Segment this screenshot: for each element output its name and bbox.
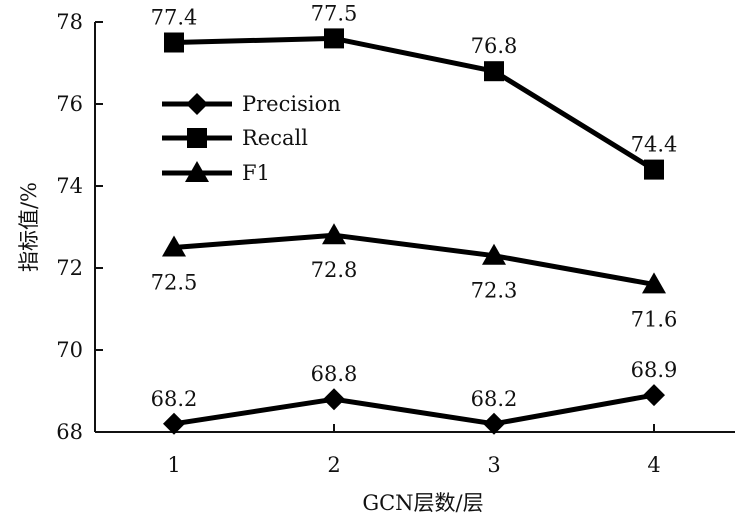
data-label-recall: 77.5	[311, 1, 358, 25]
x-tick-label: 4	[647, 453, 660, 477]
y-axis-title: 指标值/%	[17, 182, 41, 272]
y-tick-label: 78	[56, 10, 83, 34]
legend-label-precision: Precision	[242, 92, 341, 116]
data-label-f1: 72.8	[311, 258, 358, 282]
data-label-f1: 72.5	[151, 271, 198, 295]
x-axis-title: GCN层数/层	[362, 491, 483, 515]
data-label-precision: 68.2	[471, 387, 518, 411]
data-point-precision	[323, 388, 345, 411]
data-label-recall: 74.4	[631, 133, 678, 157]
y-tick-label: 68	[56, 420, 83, 444]
data-point-recall	[484, 61, 504, 82]
x-tick-label: 3	[487, 453, 500, 477]
series-line-f1	[173, 232, 655, 287]
series-line-recall	[173, 35, 656, 172]
chart-series	[162, 28, 666, 435]
y-tick-label: 70	[56, 338, 83, 362]
data-label-recall: 76.8	[471, 34, 518, 58]
data-point-f1	[322, 223, 346, 245]
chart-legend: Precision Recall F1	[162, 92, 341, 185]
y-tick-label: 76	[56, 92, 83, 116]
chart-ticks: 68 70 72 74 76 78 1 2 3 4	[56, 10, 660, 477]
chart-axes	[94, 22, 735, 433]
x-tick-label: 2	[327, 453, 340, 477]
y-tick-label: 74	[56, 174, 83, 198]
data-label-recall: 77.4	[151, 6, 198, 30]
data-label-f1: 71.6	[631, 307, 678, 331]
data-point-f1	[482, 243, 506, 265]
data-point-precision	[163, 412, 185, 435]
data-point-f1	[162, 235, 186, 257]
series-line-precision	[173, 392, 655, 427]
data-point-precision	[483, 412, 505, 435]
legend-label-recall: Recall	[242, 126, 308, 150]
legend-marker-recall	[187, 128, 207, 148]
legend-marker-f1	[185, 161, 209, 182]
legend-label-f1: F1	[242, 161, 270, 185]
legend-marker-precision	[186, 93, 208, 115]
data-label-f1: 72.3	[471, 279, 518, 303]
data-point-precision	[643, 384, 665, 407]
y-tick-label: 72	[56, 256, 83, 280]
data-label-precision: 68.2	[151, 387, 198, 411]
series-f1	[162, 223, 666, 294]
data-label-precision: 68.9	[631, 358, 678, 382]
series-recall	[164, 28, 664, 180]
data-point-recall	[164, 32, 184, 53]
data-point-f1	[642, 272, 666, 294]
series-precision	[163, 384, 665, 435]
chart-data-labels: 68.2 68.8 68.2 68.9 77.4 77.5 76.8 74.4 72.5 72.8…	[151, 1, 678, 410]
data-point-recall	[644, 159, 664, 180]
data-label-precision: 68.8	[311, 362, 358, 386]
x-tick-label: 1	[167, 453, 180, 477]
data-point-recall	[324, 28, 344, 49]
